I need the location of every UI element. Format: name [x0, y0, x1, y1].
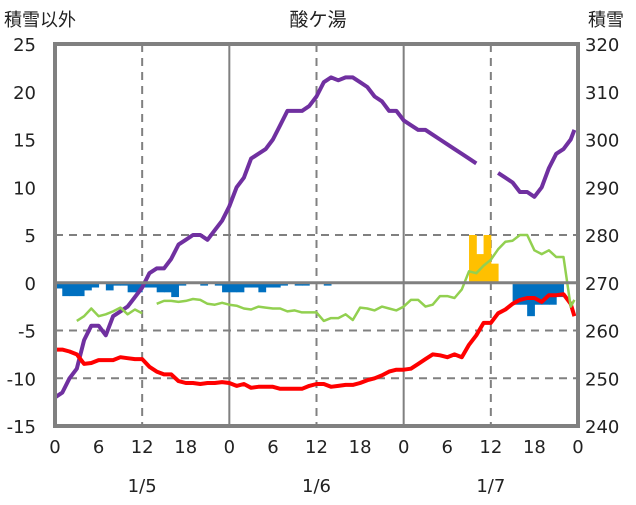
- left-tick-label: 25: [13, 35, 36, 56]
- bar: [534, 282, 543, 305]
- bar: [519, 282, 528, 305]
- left-tick-label: 20: [13, 83, 36, 104]
- left-tick-label: 10: [13, 178, 36, 199]
- right-tick-label: 310: [585, 83, 619, 104]
- bar: [163, 282, 172, 293]
- plot-frame: [53, 42, 580, 428]
- bar: [127, 282, 136, 293]
- left-axis-label: 積雪以外: [4, 10, 76, 31]
- x-tick-label: 6: [442, 437, 453, 458]
- x-tick-label: 18: [174, 437, 197, 458]
- right-tick-label: 320: [585, 35, 619, 56]
- left-tick-label: -5: [18, 322, 36, 343]
- bar: [541, 282, 550, 305]
- bar: [84, 282, 92, 291]
- bar: [222, 282, 230, 293]
- x-tick-label: 0: [49, 437, 60, 458]
- date-label: 1/6: [302, 476, 331, 497]
- right-tick-label: 290: [585, 178, 619, 199]
- bar: [156, 282, 165, 293]
- right-tick-label: 250: [585, 369, 619, 390]
- bar: [272, 282, 281, 288]
- bar: [265, 282, 274, 288]
- right-axis-label: 積雪: [588, 10, 624, 31]
- bar: [105, 282, 114, 291]
- bar: [483, 235, 492, 283]
- bar: [243, 282, 252, 288]
- x-tick-label: 0: [398, 437, 409, 458]
- x-tick-label: 6: [93, 437, 104, 458]
- bar: [512, 282, 521, 305]
- bar: [134, 282, 143, 293]
- x-tick-label: 12: [305, 437, 328, 458]
- x-tick-label: 6: [267, 437, 278, 458]
- x-tick-label: 18: [349, 437, 372, 458]
- left-tick-label: 5: [25, 226, 36, 247]
- bar: [149, 282, 158, 288]
- bar: [556, 282, 564, 298]
- bar: [171, 282, 179, 298]
- right-tick-label: 260: [585, 322, 619, 343]
- bar: [251, 282, 259, 288]
- date-label: 1/5: [128, 476, 157, 497]
- bar: [76, 282, 85, 297]
- right-tick-label: 280: [585, 226, 619, 247]
- date-label: 1/7: [476, 476, 505, 497]
- x-tick-label: 12: [479, 437, 502, 458]
- chart-title: 酸ケ湯: [289, 9, 346, 31]
- x-tick-label: 0: [224, 437, 235, 458]
- bar: [69, 282, 78, 297]
- x-tick-label: 12: [131, 437, 154, 458]
- bar: [490, 263, 499, 283]
- bar: [236, 282, 245, 293]
- right-tick-label: 240: [585, 417, 619, 438]
- right-tick-label: 300: [585, 131, 619, 152]
- right-tick-label: 270: [585, 274, 619, 295]
- series-line-green: [76, 233, 576, 323]
- left-tick-label: -10: [7, 369, 36, 390]
- x-tick-label: 0: [572, 437, 583, 458]
- bar: [142, 282, 150, 288]
- left-tick-label: 0: [25, 274, 36, 295]
- x-tick-label: 18: [523, 437, 546, 458]
- series-line-積雪: [53, 75, 577, 400]
- bar: [62, 282, 71, 297]
- bar: [258, 282, 267, 293]
- bar: [91, 282, 100, 288]
- bar: [229, 282, 238, 293]
- series-line-気温: [55, 292, 577, 391]
- left-tick-label: -15: [7, 417, 36, 438]
- bar: [469, 235, 477, 283]
- bar: [55, 282, 63, 289]
- left-tick-label: 15: [13, 131, 36, 152]
